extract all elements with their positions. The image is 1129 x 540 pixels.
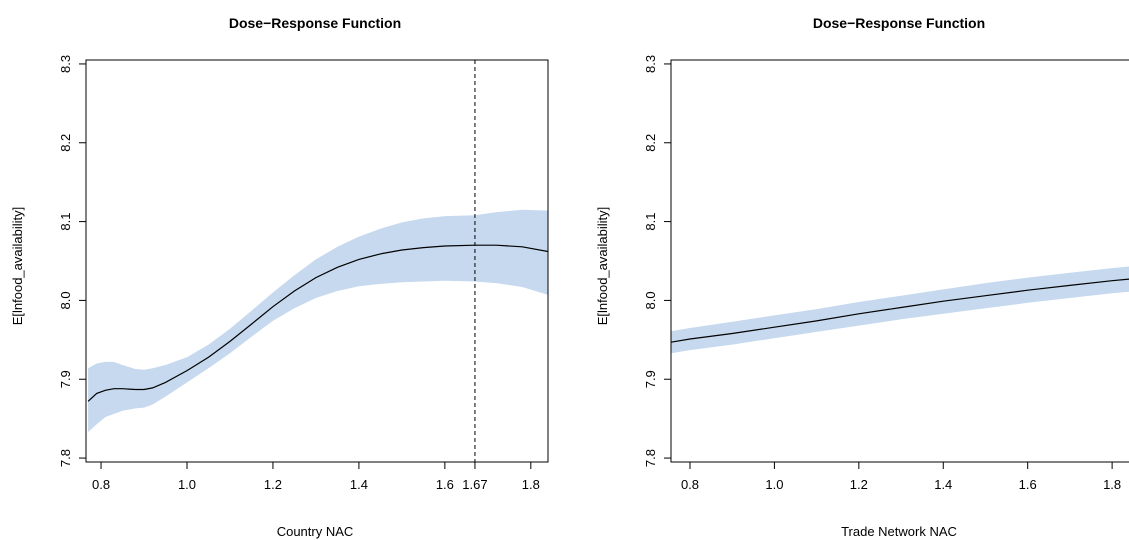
y-axis-label: E[lnfood_availability] (595, 207, 610, 326)
data-layer (87, 60, 548, 462)
data-layer (671, 266, 1129, 354)
x-tick-label: 1.67 (462, 477, 487, 492)
x-axis-label: Country NAC (277, 524, 354, 539)
y-tick-label: 8.2 (643, 134, 658, 152)
y-tick-label: 8.2 (58, 134, 73, 152)
y-tick-label: 8.3 (643, 55, 658, 73)
x-tick-label: 1.6 (1019, 477, 1037, 492)
confidence-band (671, 266, 1129, 354)
x-tick-label: 0.8 (681, 477, 699, 492)
y-tick-label: 7.8 (643, 449, 658, 467)
y-tick-label: 7.9 (643, 370, 658, 388)
plot-frame (670, 59, 1129, 463)
chart-title: Dose−Response Function (229, 15, 401, 31)
x-tick-label: 1.2 (264, 477, 282, 492)
y-axis-label: E[lnfood_availability] (10, 207, 25, 326)
plot-area: 0.8 1.0 1.2 1.4 1.6 1.8 7.8 7.9 8.0 8.1 8.2 8.3 (643, 55, 1129, 492)
dose-response-line (671, 278, 1129, 343)
confidence-band (88, 209, 548, 432)
trade-network-nac-panel: Dose−Response Function Trade Network NAC… (595, 15, 1129, 539)
y-tick-label: 8.1 (58, 213, 73, 231)
y-tick-label: 8.0 (643, 291, 658, 309)
x-tick-label: 1.8 (522, 477, 540, 492)
x-tick-label: 1.8 (1103, 477, 1121, 492)
x-tick-label: 1.0 (178, 477, 196, 492)
x-tick-label: 0.8 (92, 477, 110, 492)
y-tick-label: 7.8 (58, 449, 73, 467)
dose-response-line (87, 244, 548, 402)
y-tick-label: 8.0 (58, 291, 73, 309)
plot-frame (85, 59, 549, 463)
x-tick-label: 1.4 (350, 477, 368, 492)
country-nac-panel: Dose−Response Function Country NAC E[lnf… (10, 15, 549, 539)
y-tick-label: 8.1 (643, 213, 658, 231)
plot-area: 0.8 1.0 1.2 1.4 1.6 1.67 1.8 7.8 7.9 8.0 8.1 8.2 8.3 (58, 55, 549, 492)
y-tick-label: 7.9 (58, 370, 73, 388)
x-tick-label: 1.6 (436, 477, 454, 492)
chart-title: Dose−Response Function (813, 15, 985, 31)
x-tick-label: 1.0 (765, 477, 783, 492)
x-tick-label: 1.4 (934, 477, 952, 492)
x-tick-label: 1.2 (850, 477, 868, 492)
x-axis-label: Trade Network NAC (841, 524, 957, 539)
y-tick-label: 8.3 (58, 55, 73, 73)
